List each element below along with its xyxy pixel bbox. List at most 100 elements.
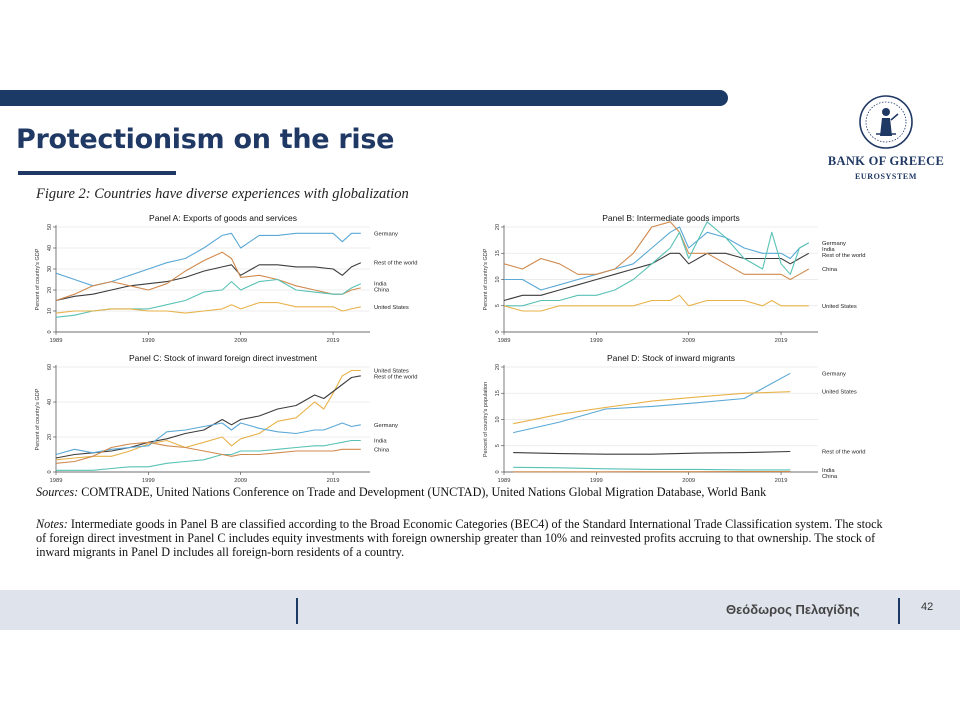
series-label-germany: Germany [374,423,398,429]
y-tick-label: 20 [495,224,501,230]
series-label-china: China [374,447,390,453]
y-tick-label: 0 [47,330,53,333]
y-tick-label: 30 [47,266,53,272]
series-label-germany: Germany [822,371,846,377]
y-tick-label: 10 [495,416,501,422]
series-line-india [504,221,810,307]
series-line-germany [55,422,361,456]
panel-title: Panel D: Stock of inward migrants [607,353,735,363]
series-label-united-states: United States [822,304,857,310]
series-label-united-states: United States [822,390,857,396]
x-tick-label: 1989 [498,478,511,484]
x-tick-label: 1999 [142,478,155,484]
series-label-china: China [822,474,838,480]
sources-text: COMTRADE, United Nations Conference on T… [81,485,767,499]
footer-band [0,590,960,630]
x-tick-label: 2009 [234,478,247,484]
series-label-india: India [374,439,387,445]
logo-name: BANK OF GREECE [827,154,945,168]
title-underline [18,171,176,175]
x-tick-label: 2019 [775,478,788,484]
y-tick-label: 20 [47,287,53,293]
series-label-rest-of-the-world: Rest of the world [374,375,418,381]
series-line-rest-of-the-world [513,450,791,455]
y-tick-label: 5 [495,444,501,447]
y-axis-label: Percent of country's GDP [483,248,489,310]
x-tick-label: 2019 [327,338,340,344]
panel-title: Panel A: Exports of goods and services [149,213,297,223]
y-tick-label: 60 [47,364,53,370]
y-tick-label: 50 [47,224,53,230]
notes-text-block: Notes: Intermediate goods in Panel B are… [36,517,886,559]
x-tick-label: 1989 [498,338,511,344]
y-tick-label: 20 [47,434,53,440]
panel-d-chart: Panel D: Stock of inward migrants Percent… [478,350,918,490]
series-line-india [513,466,791,471]
series-line-united-states [513,391,791,425]
series-label-rest-of-the-world: Rest of the world [822,450,866,456]
y-tick-label: 40 [47,245,53,251]
y-tick-label: 0 [47,470,53,473]
y-tick-label: 10 [47,308,53,314]
series-label-india: India [822,468,835,474]
series-line-rest-of-the-world [55,262,362,302]
y-axis-label: Percent of country's population [483,382,489,457]
footer-divider [296,598,298,624]
y-tick-label: 0 [495,470,501,473]
footer-author: Θεόδωρος Πελαγίδης [726,602,860,617]
y-axis-label: Percent of country's GDP [35,388,41,450]
sources-note: Sources: COMTRADE, United Nations Confer… [36,485,886,499]
bank-of-greece-logo: BANK OF GREECE EUROSYSTEM [826,94,946,181]
series-label-india: India [822,247,835,253]
series-line-india [56,439,361,471]
panel-b-chart: Panel B: Intermediate goods imports Perce… [478,210,918,350]
series-line-germany [513,372,791,434]
footer-divider [898,598,900,624]
x-tick-label: 2019 [775,338,788,344]
y-tick-label: 10 [495,276,501,282]
x-tick-label: 2009 [234,338,247,344]
figure-caption: Figure 2: Countries have diverse experie… [36,186,409,202]
series-line-china [55,251,361,302]
series-label-rest-of-the-world: Rest of the world [822,253,866,259]
series-label-india: India [374,282,387,288]
series-line-china [55,441,361,464]
x-tick-label: 1989 [50,478,63,484]
notes-text: Intermediate goods in Panel B are classi… [36,517,883,559]
sources-label: Sources: [36,485,79,499]
series-line-germany [55,232,361,287]
header-bar [0,90,728,106]
x-tick-label: 2019 [327,478,340,484]
series-label-germany: Germany [374,231,398,237]
bank-seal-icon [859,95,913,149]
panel-a-chart: Panel A: Exports of goods and services Pe… [30,210,470,350]
x-tick-label: 1999 [590,338,603,344]
panel-c-chart: Panel C: Stock of inward foreign direct … [30,350,470,490]
series-label-rest-of-the-world: Rest of the world [374,261,418,267]
y-tick-label: 5 [495,304,501,307]
x-tick-label: 2009 [682,478,695,484]
y-tick-label: 40 [47,399,53,405]
series-label-china: China [374,288,390,294]
x-tick-label: 1989 [50,338,63,344]
series-line-rest-of-the-world [55,375,361,459]
panel-title: Panel C: Stock of inward foreign direct … [129,353,318,363]
y-axis-label: Percent of country's GDP [35,248,41,310]
page-number: 42 [921,601,934,613]
series-line-united-states [55,302,361,314]
slide-title: Protectionism on the rise [16,124,395,155]
y-tick-label: 15 [495,390,501,396]
notes-label: Notes: [36,517,68,531]
series-label-germany: Germany [822,241,846,247]
x-tick-label: 2009 [682,338,695,344]
x-tick-label: 1999 [142,338,155,344]
y-tick-label: 20 [495,364,501,370]
y-tick-label: 0 [495,330,501,333]
series-line-united-states [55,369,361,461]
series-label-china: China [822,267,838,273]
series-label-united-states: United States [374,305,409,311]
y-tick-label: 15 [495,250,501,256]
x-tick-label: 1999 [590,478,603,484]
series-line-united-states [503,294,809,312]
panel-title: Panel B: Intermediate goods imports [602,213,740,223]
